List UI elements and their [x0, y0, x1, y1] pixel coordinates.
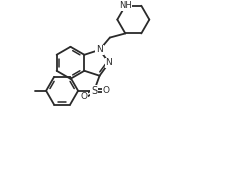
Text: N: N [105, 58, 112, 67]
Text: N: N [96, 45, 103, 54]
Text: O: O [102, 86, 109, 95]
Text: S: S [91, 86, 97, 96]
Text: O: O [80, 92, 87, 101]
Text: NH: NH [118, 1, 131, 10]
